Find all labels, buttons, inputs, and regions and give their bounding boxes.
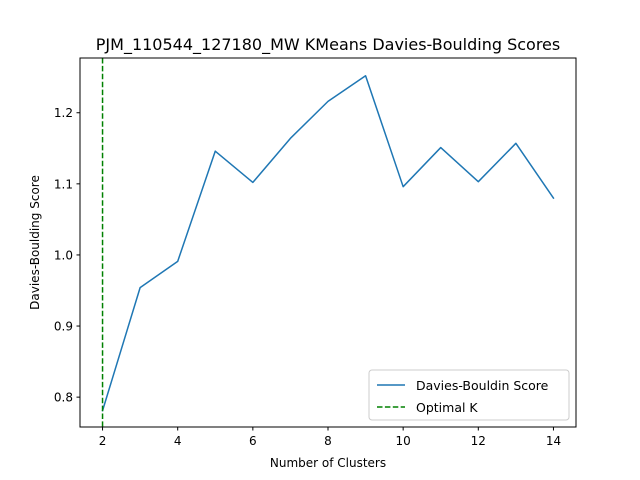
plot-area (101, 58, 555, 427)
y-tick-label: 1.2 (54, 106, 73, 120)
legend: Davies-Bouldin Score Optimal K (368, 369, 570, 421)
legend-label-davies-bouldin: Davies-Bouldin Score (416, 378, 549, 393)
x-tick-label: 8 (324, 434, 332, 448)
x-axis: 2 4 6 8 10 12 14 (99, 427, 561, 448)
x-tick-label: 6 (249, 434, 257, 448)
y-axis: 0.8 0.9 1.0 1.1 1.2 (54, 106, 80, 405)
y-tick-label: 1.1 (54, 177, 73, 191)
y-axis-label: Davies-Boulding Score (28, 175, 42, 310)
x-tick-label: 2 (99, 434, 107, 448)
x-tick-label: 14 (546, 434, 561, 448)
legend-box (368, 369, 570, 421)
x-tick-label: 12 (471, 434, 486, 448)
x-tick-label: 10 (396, 434, 411, 448)
chart-title: PJM_110544_127180_MW KMeans Davies-Bould… (96, 35, 560, 55)
legend-label-optimal-k: Optimal K (416, 400, 478, 415)
x-axis-label: Number of Clusters (270, 456, 386, 470)
y-tick-label: 0.9 (54, 320, 73, 334)
series-line-davies-bouldin (101, 75, 555, 412)
x-tick-label: 4 (174, 434, 182, 448)
y-tick-label: 1.0 (54, 248, 73, 262)
y-tick-label: 0.8 (54, 391, 73, 405)
